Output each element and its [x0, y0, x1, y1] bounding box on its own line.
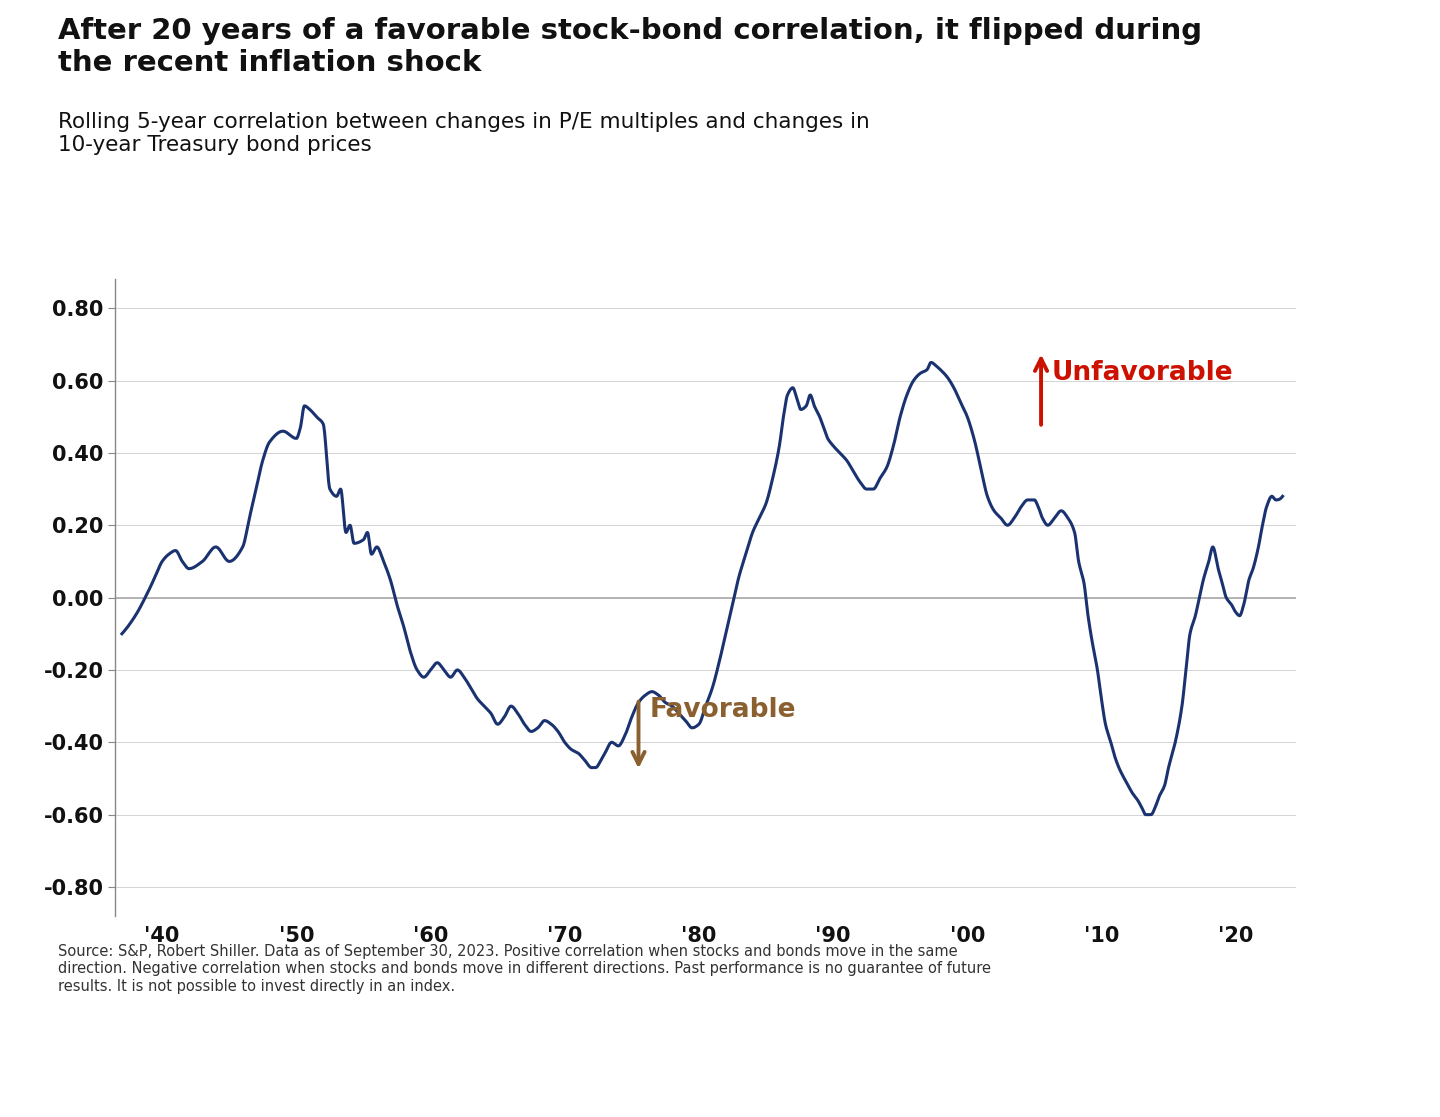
Text: After 20 years of a favorable stock-bond correlation, it flipped during
the rece: After 20 years of a favorable stock-bond… — [58, 17, 1202, 77]
Text: Rolling 5-year correlation between changes in P/E multiples and changes in
10-ye: Rolling 5-year correlation between chang… — [58, 112, 870, 155]
Text: Favorable: Favorable — [649, 697, 796, 723]
Text: Unfavorable: Unfavorable — [1051, 361, 1234, 386]
Text: Source: S&P, Robert Shiller. Data as of September 30, 2023. Positive correlation: Source: S&P, Robert Shiller. Data as of … — [58, 944, 991, 994]
